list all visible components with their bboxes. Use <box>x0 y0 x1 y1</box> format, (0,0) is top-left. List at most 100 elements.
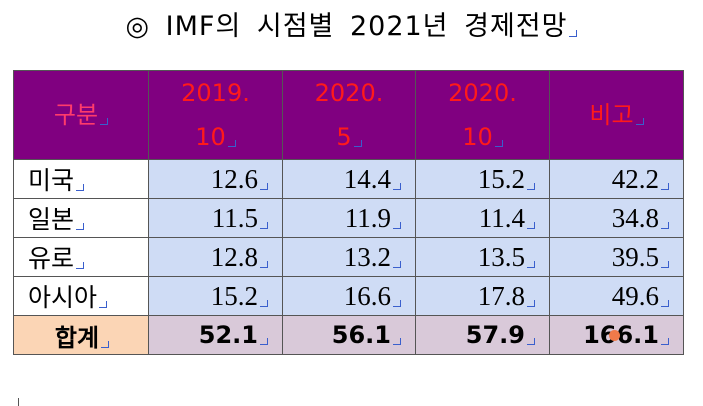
value-text: 15.2 <box>210 280 258 311</box>
return-mark <box>527 260 535 268</box>
value-text: 11.9 <box>344 202 391 233</box>
return-mark <box>635 118 644 125</box>
value-text: 42.2 <box>611 163 659 194</box>
return-mark <box>661 182 669 190</box>
value-cell: 11.5 <box>148 198 283 238</box>
data-row: 일본 11.5 11.9 11.4 34.8 <box>13 198 684 238</box>
header-line: 구분 <box>53 101 99 129</box>
value-text: 13.5 <box>477 241 525 272</box>
value-text: 52.1 <box>198 321 258 349</box>
header-line: 5 <box>336 123 352 151</box>
row-label: 미국 <box>13 159 149 199</box>
value-cell: 12.8 <box>148 237 283 277</box>
value-cell: 166.1 <box>549 315 684 355</box>
header-cell: 비고 <box>549 70 684 160</box>
header-text: 2020. <box>428 71 537 115</box>
return-mark <box>527 221 535 229</box>
header-text: 2019. <box>161 71 270 115</box>
value-text: 17.8 <box>477 280 525 311</box>
return-mark <box>101 340 110 348</box>
header-line: 2020. <box>448 79 517 107</box>
value-cell: 49.6 <box>549 276 684 316</box>
return-mark <box>260 221 268 229</box>
return-mark <box>99 301 108 308</box>
value-cell: 34.8 <box>549 198 684 238</box>
return-mark <box>76 223 85 230</box>
row-label: 아시아 <box>13 276 149 316</box>
value-cell: 13.2 <box>282 237 416 277</box>
return-mark <box>527 338 535 345</box>
title: ◎ IMF의 시점별 2021년 경제전망 <box>0 4 703 43</box>
return-mark <box>260 299 268 307</box>
value-text: 16.6 <box>343 280 391 311</box>
value-text: 15.2 <box>477 163 525 194</box>
return-mark <box>260 338 268 345</box>
label-text: 유로 <box>28 244 75 273</box>
return-mark <box>100 118 109 125</box>
return-mark <box>661 260 669 268</box>
return-mark <box>393 338 401 345</box>
return-mark <box>494 140 503 147</box>
header-cell: 2020. 10 <box>415 70 550 160</box>
header-text: 구분 <box>26 93 136 137</box>
value-cell: 42.2 <box>549 159 684 199</box>
header-text: 5 <box>295 115 403 159</box>
return-mark <box>260 182 268 190</box>
header-line: 10 <box>195 123 226 151</box>
label-text: 아시아 <box>28 283 98 312</box>
return-mark <box>527 299 535 307</box>
title-text: ◎ IMF의 시점별 2021년 경제전망 <box>125 11 568 42</box>
return-mark <box>661 221 669 229</box>
value-text: 14.4 <box>343 163 391 194</box>
return-mark <box>76 184 85 191</box>
value-cell: 14.4 <box>282 159 416 199</box>
data-row: 미국 12.6 14.4 15.2 42.2 <box>13 159 684 199</box>
header-line: 2019. <box>181 79 250 107</box>
return-mark <box>527 182 535 190</box>
value-cell: 12.6 <box>148 159 283 199</box>
value-cell: 16.6 <box>282 276 416 316</box>
header-line: 비고 <box>589 101 634 129</box>
value-text: 34.8 <box>611 202 659 233</box>
label-text: 일본 <box>28 205 75 234</box>
row-label: 유로 <box>13 237 149 277</box>
marker-dot <box>609 330 620 341</box>
header-cell: 2019. 10 <box>148 70 283 160</box>
value-cell: 15.2 <box>148 276 283 316</box>
total-row: 합계 52.1 56.1 57.9 166.1 <box>13 315 684 355</box>
header-row: 구분 2019. 10 2020. 5 2020. 10 비고 <box>13 70 684 160</box>
return-mark <box>227 140 236 147</box>
header-cell: 2020. 5 <box>282 70 416 160</box>
value-text: 12.8 <box>210 241 258 272</box>
value-text: 11.5 <box>211 202 258 233</box>
value-cell: 11.9 <box>282 198 416 238</box>
value-cell: 57.9 <box>415 315 550 355</box>
return-mark <box>393 221 401 229</box>
value-cell: 17.8 <box>415 276 550 316</box>
return-mark <box>353 140 362 147</box>
table-body: 미국 12.6 14.4 15.2 42.2 일본 11.5 11.9 11.4 34.8 유로 12… <box>13 159 684 355</box>
header-cell: 구분 <box>13 70 149 160</box>
return-mark <box>661 299 669 307</box>
data-row: 유로 12.8 13.2 13.5 39.5 <box>13 237 684 277</box>
return-mark <box>661 338 669 345</box>
return-mark <box>569 30 578 37</box>
row-label: 일본 <box>13 198 149 238</box>
header-text: 2020. <box>295 71 403 115</box>
value-cell: 52.1 <box>148 315 283 355</box>
value-text: 39.5 <box>611 241 659 272</box>
data-row: 아시아 15.2 16.6 17.8 49.6 <box>13 276 684 316</box>
return-mark <box>393 299 401 307</box>
header-line: 2020. <box>314 79 384 107</box>
header-text: 비고 <box>562 93 671 137</box>
return-mark <box>393 182 401 190</box>
row-label: 합계 <box>13 315 149 355</box>
value-cell: 11.4 <box>415 198 550 238</box>
value-cell: 39.5 <box>549 237 684 277</box>
value-text: 57.9 <box>465 321 525 349</box>
header-text: 10 <box>428 115 537 159</box>
value-cell: 15.2 <box>415 159 550 199</box>
value-cell: 56.1 <box>282 315 416 355</box>
forecast-table: 구분 2019. 10 2020. 5 2020. 10 비고 미국 12.6 14.4 15.2 4… <box>13 70 684 355</box>
